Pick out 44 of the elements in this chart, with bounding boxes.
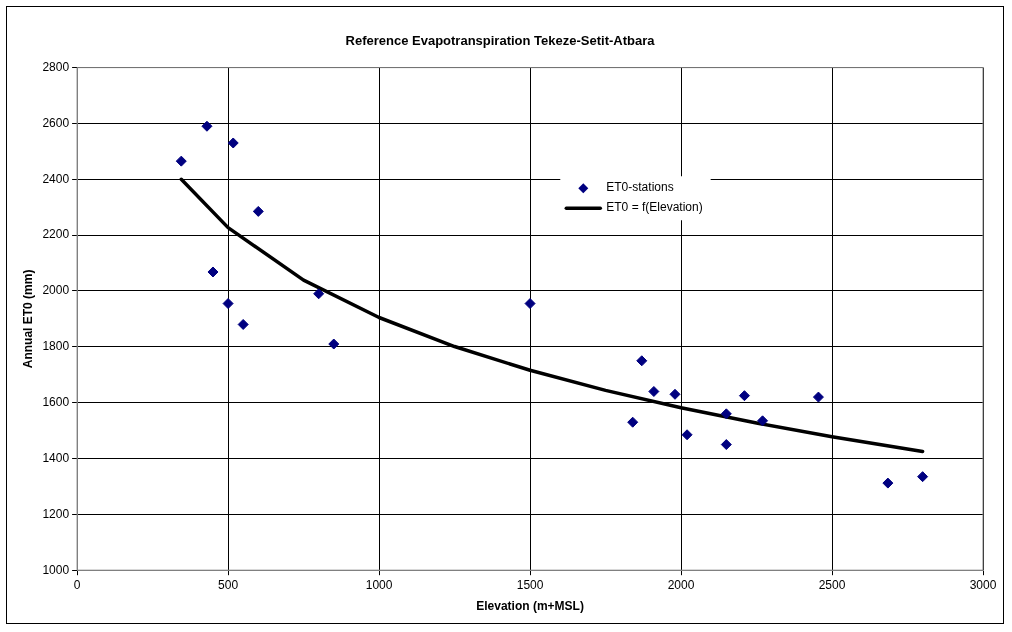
point [313, 288, 325, 300]
y-tick-label: 2200 [42, 227, 70, 242]
point [524, 298, 536, 310]
point [237, 318, 249, 330]
x-tick-label: 500 [218, 577, 239, 592]
x-tick-label: 2500 [818, 577, 846, 592]
point [201, 120, 213, 132]
point [720, 439, 732, 451]
x-axis-title: Elevation (m+MSL) [476, 599, 584, 614]
y-tick-label: 1800 [42, 339, 70, 354]
y-axis-title: Annual ET0 (mm) [20, 269, 35, 369]
y-tick-label: 2000 [42, 283, 70, 298]
y-tick-label: 1400 [42, 450, 70, 465]
point [252, 205, 264, 217]
x-tick-label: 3000 [969, 577, 997, 592]
point [648, 386, 660, 397]
point [757, 415, 769, 427]
x-tick-label: 1500 [516, 577, 544, 592]
y-tick-label: 1000 [42, 562, 70, 577]
point [738, 390, 750, 402]
x-tick-label: 0 [73, 577, 81, 592]
point [681, 429, 693, 441]
y-tick-label: 1200 [42, 506, 70, 521]
point [227, 137, 239, 149]
legend-label: ET0 = f(Elevation) [606, 200, 703, 215]
point [222, 298, 234, 310]
point [207, 266, 219, 278]
point [627, 416, 639, 428]
legend-label: ET0-stations [606, 180, 674, 195]
point [175, 155, 187, 167]
y-tick-label: 2800 [42, 59, 70, 74]
y-tick-label: 2600 [42, 115, 70, 130]
point [328, 338, 340, 350]
x-tick-label: 2000 [667, 577, 695, 592]
point [636, 355, 648, 367]
point [720, 408, 732, 420]
point [882, 477, 894, 489]
x-tick-label: 1000 [365, 577, 393, 592]
point [917, 471, 929, 483]
chart-title: Reference Evapotranspiration Tekeze-Setit-Atbara [345, 33, 656, 49]
point [812, 391, 824, 403]
y-tick-label: 2400 [42, 171, 70, 186]
y-tick-label: 1600 [42, 394, 70, 409]
point [669, 388, 681, 400]
